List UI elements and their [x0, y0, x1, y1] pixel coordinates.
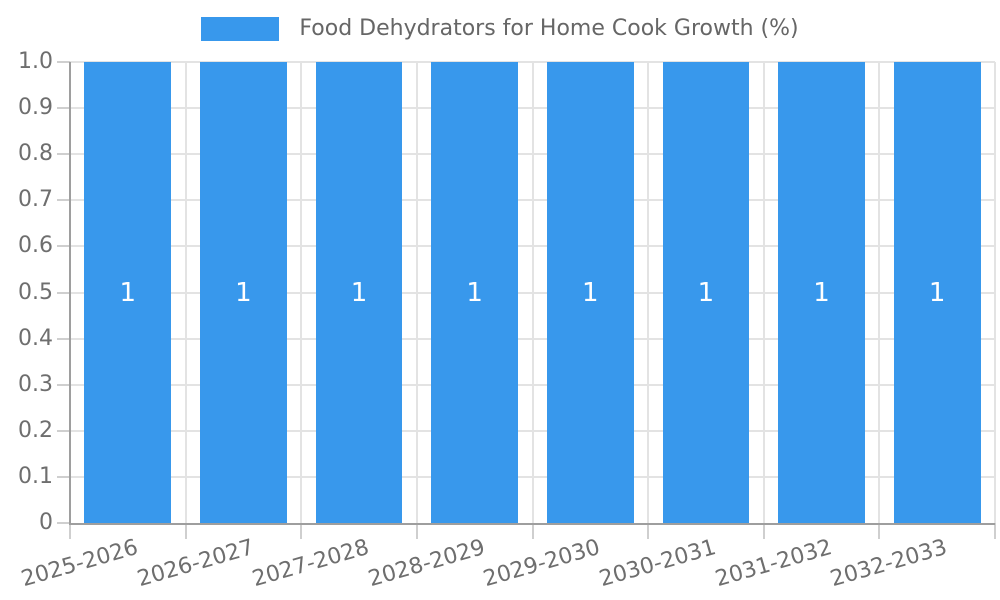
- x-axis-tick-label: 2028-2029: [365, 535, 488, 593]
- bar-value-label: 1: [813, 277, 830, 308]
- x-axis-tick-label: 2027-2028: [249, 535, 372, 593]
- y-axis-tick-label: 0.1: [18, 463, 53, 489]
- x-axis-tick-label: 2030-2031: [596, 535, 719, 593]
- x-axis-tick-label: 2029-2030: [481, 535, 604, 593]
- y-axis-tick-label: 0.9: [18, 95, 53, 121]
- y-axis-line: [69, 62, 71, 523]
- bar[interactable]: [778, 62, 865, 523]
- y-axis-tick: [57, 107, 70, 110]
- bar[interactable]: [315, 62, 403, 523]
- x-gridline: [878, 62, 881, 523]
- bar-value-label: 1: [235, 277, 252, 308]
- x-gridline: [762, 62, 765, 523]
- x-axis-tick: [415, 523, 418, 539]
- y-axis-tick-label: 0.2: [18, 417, 53, 443]
- y-axis-tick: [57, 337, 70, 340]
- bar-value-label: 1: [697, 277, 715, 308]
- x-axis-tick: [647, 523, 650, 539]
- x-gridline: [300, 62, 303, 523]
- bar-value-label: 1: [582, 277, 599, 308]
- bar-value-label: 1: [466, 277, 483, 308]
- y-axis-tick-label: 0.3: [18, 371, 53, 397]
- x-axis-tick: [69, 523, 71, 539]
- y-axis-tick-label: 0.6: [18, 233, 53, 259]
- legend-label: Food Dehydrators for Home Cook Growth (%…: [299, 16, 799, 41]
- y-axis-tick: [57, 522, 70, 524]
- y-axis-tick: [57, 291, 70, 294]
- y-axis-tick-label: 0.7: [18, 187, 53, 213]
- y-axis-tick-label: 1.0: [18, 49, 53, 74]
- bar[interactable]: [662, 62, 750, 523]
- legend[interactable]: Food Dehydrators for Home Cook Growth (%…: [0, 16, 1000, 41]
- y-axis-tick: [57, 475, 70, 478]
- bar-value-label: 1: [928, 277, 946, 308]
- x-axis-tick-label: 2031-2032: [712, 535, 835, 593]
- x-gridline: [184, 62, 187, 523]
- bar-value-label: 1: [350, 277, 368, 308]
- x-axis-tick: [878, 523, 881, 539]
- y-axis-tick: [57, 61, 70, 63]
- bar[interactable]: [546, 62, 634, 523]
- y-axis-tick: [57, 429, 70, 432]
- x-axis-tick: [184, 523, 187, 539]
- x-axis-tick-label: 2026-2027: [134, 535, 257, 593]
- legend-swatch: [201, 16, 280, 41]
- x-axis-line: [69, 523, 995, 525]
- y-axis-tick-label: 0.5: [18, 279, 53, 305]
- bar-value-label: 1: [119, 277, 137, 308]
- y-axis-tick-label: 0.8: [18, 141, 53, 167]
- x-axis-tick: [762, 523, 765, 539]
- x-gridline: [994, 62, 996, 523]
- bar[interactable]: [84, 62, 172, 523]
- y-axis-tick: [57, 153, 70, 156]
- bar[interactable]: [893, 62, 981, 523]
- bar[interactable]: [200, 62, 287, 523]
- x-gridline: [415, 62, 418, 523]
- y-axis-tick: [57, 245, 70, 248]
- y-axis-tick-label: 0.4: [18, 325, 53, 351]
- x-gridline: [647, 62, 650, 523]
- y-axis-tick: [57, 199, 70, 202]
- x-gridline: [531, 62, 534, 523]
- y-axis-tick-label: 0: [39, 510, 53, 535]
- x-axis-tick: [994, 523, 996, 539]
- x-axis-tick-label: 2032-2033: [827, 535, 951, 593]
- bar[interactable]: [431, 62, 519, 523]
- x-axis-tick: [300, 523, 303, 539]
- x-axis-tick-label: 2025-2026: [18, 535, 141, 593]
- y-axis-tick: [57, 383, 70, 386]
- x-axis-tick: [531, 523, 534, 539]
